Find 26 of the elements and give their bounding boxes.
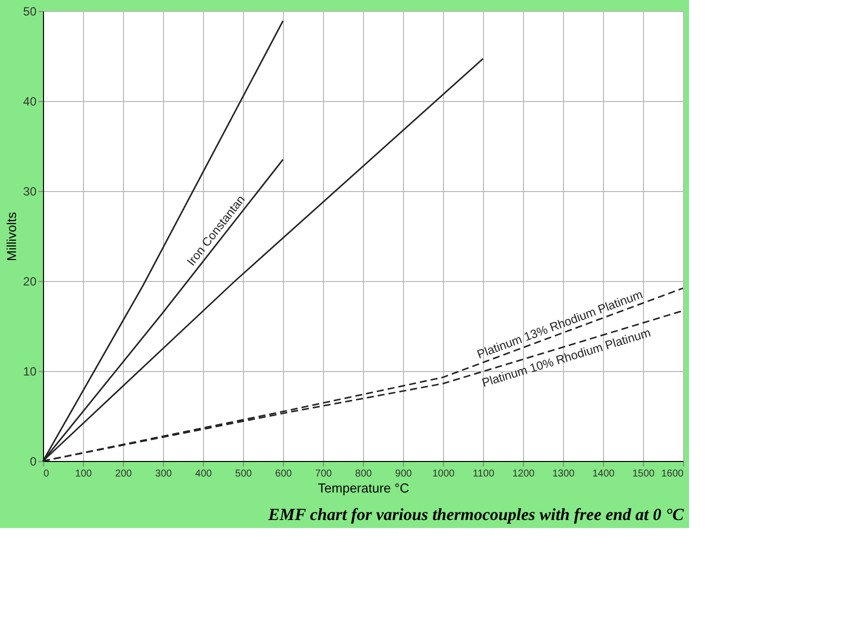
x-tick-label: 1500 (632, 468, 656, 480)
x-tick-label: 1300 (552, 468, 576, 480)
x-tick-label: 1600 (661, 468, 684, 480)
y-tick-label: 10 (23, 364, 37, 378)
x-tick-label: 1200 (512, 468, 536, 480)
x-tick-label: 600 (275, 468, 292, 480)
x-tick-label: 800 (355, 468, 372, 480)
x-tick-label: 1000 (432, 468, 456, 480)
x-tick-label: 100 (75, 468, 92, 480)
x-tick-label: 500 (235, 468, 252, 480)
x-tick-label: 300 (155, 468, 172, 480)
x-tick-label: 1100 (472, 468, 495, 480)
x-axis-title: Temperature °C (318, 480, 410, 496)
y-tick-label: 20 (23, 274, 37, 288)
y-tick-label: 0 (30, 454, 37, 468)
text: EMF chart for various thermocouples with free end at 0 °C (267, 505, 684, 524)
x-tick-label: 200 (115, 468, 132, 480)
y-tick-label: 30 (23, 184, 37, 198)
y-tick-label: 50 (23, 4, 37, 18)
y-tick-label: 40 (23, 94, 37, 108)
x-tick-label: 1400 (592, 468, 616, 480)
x-tick-label: 900 (395, 468, 412, 480)
x-tick-label: 700 (315, 468, 332, 480)
y-axis-title: Millivolts (4, 211, 20, 262)
x-tick-label: 400 (195, 468, 212, 480)
x-tick-label: 0 (44, 468, 50, 480)
